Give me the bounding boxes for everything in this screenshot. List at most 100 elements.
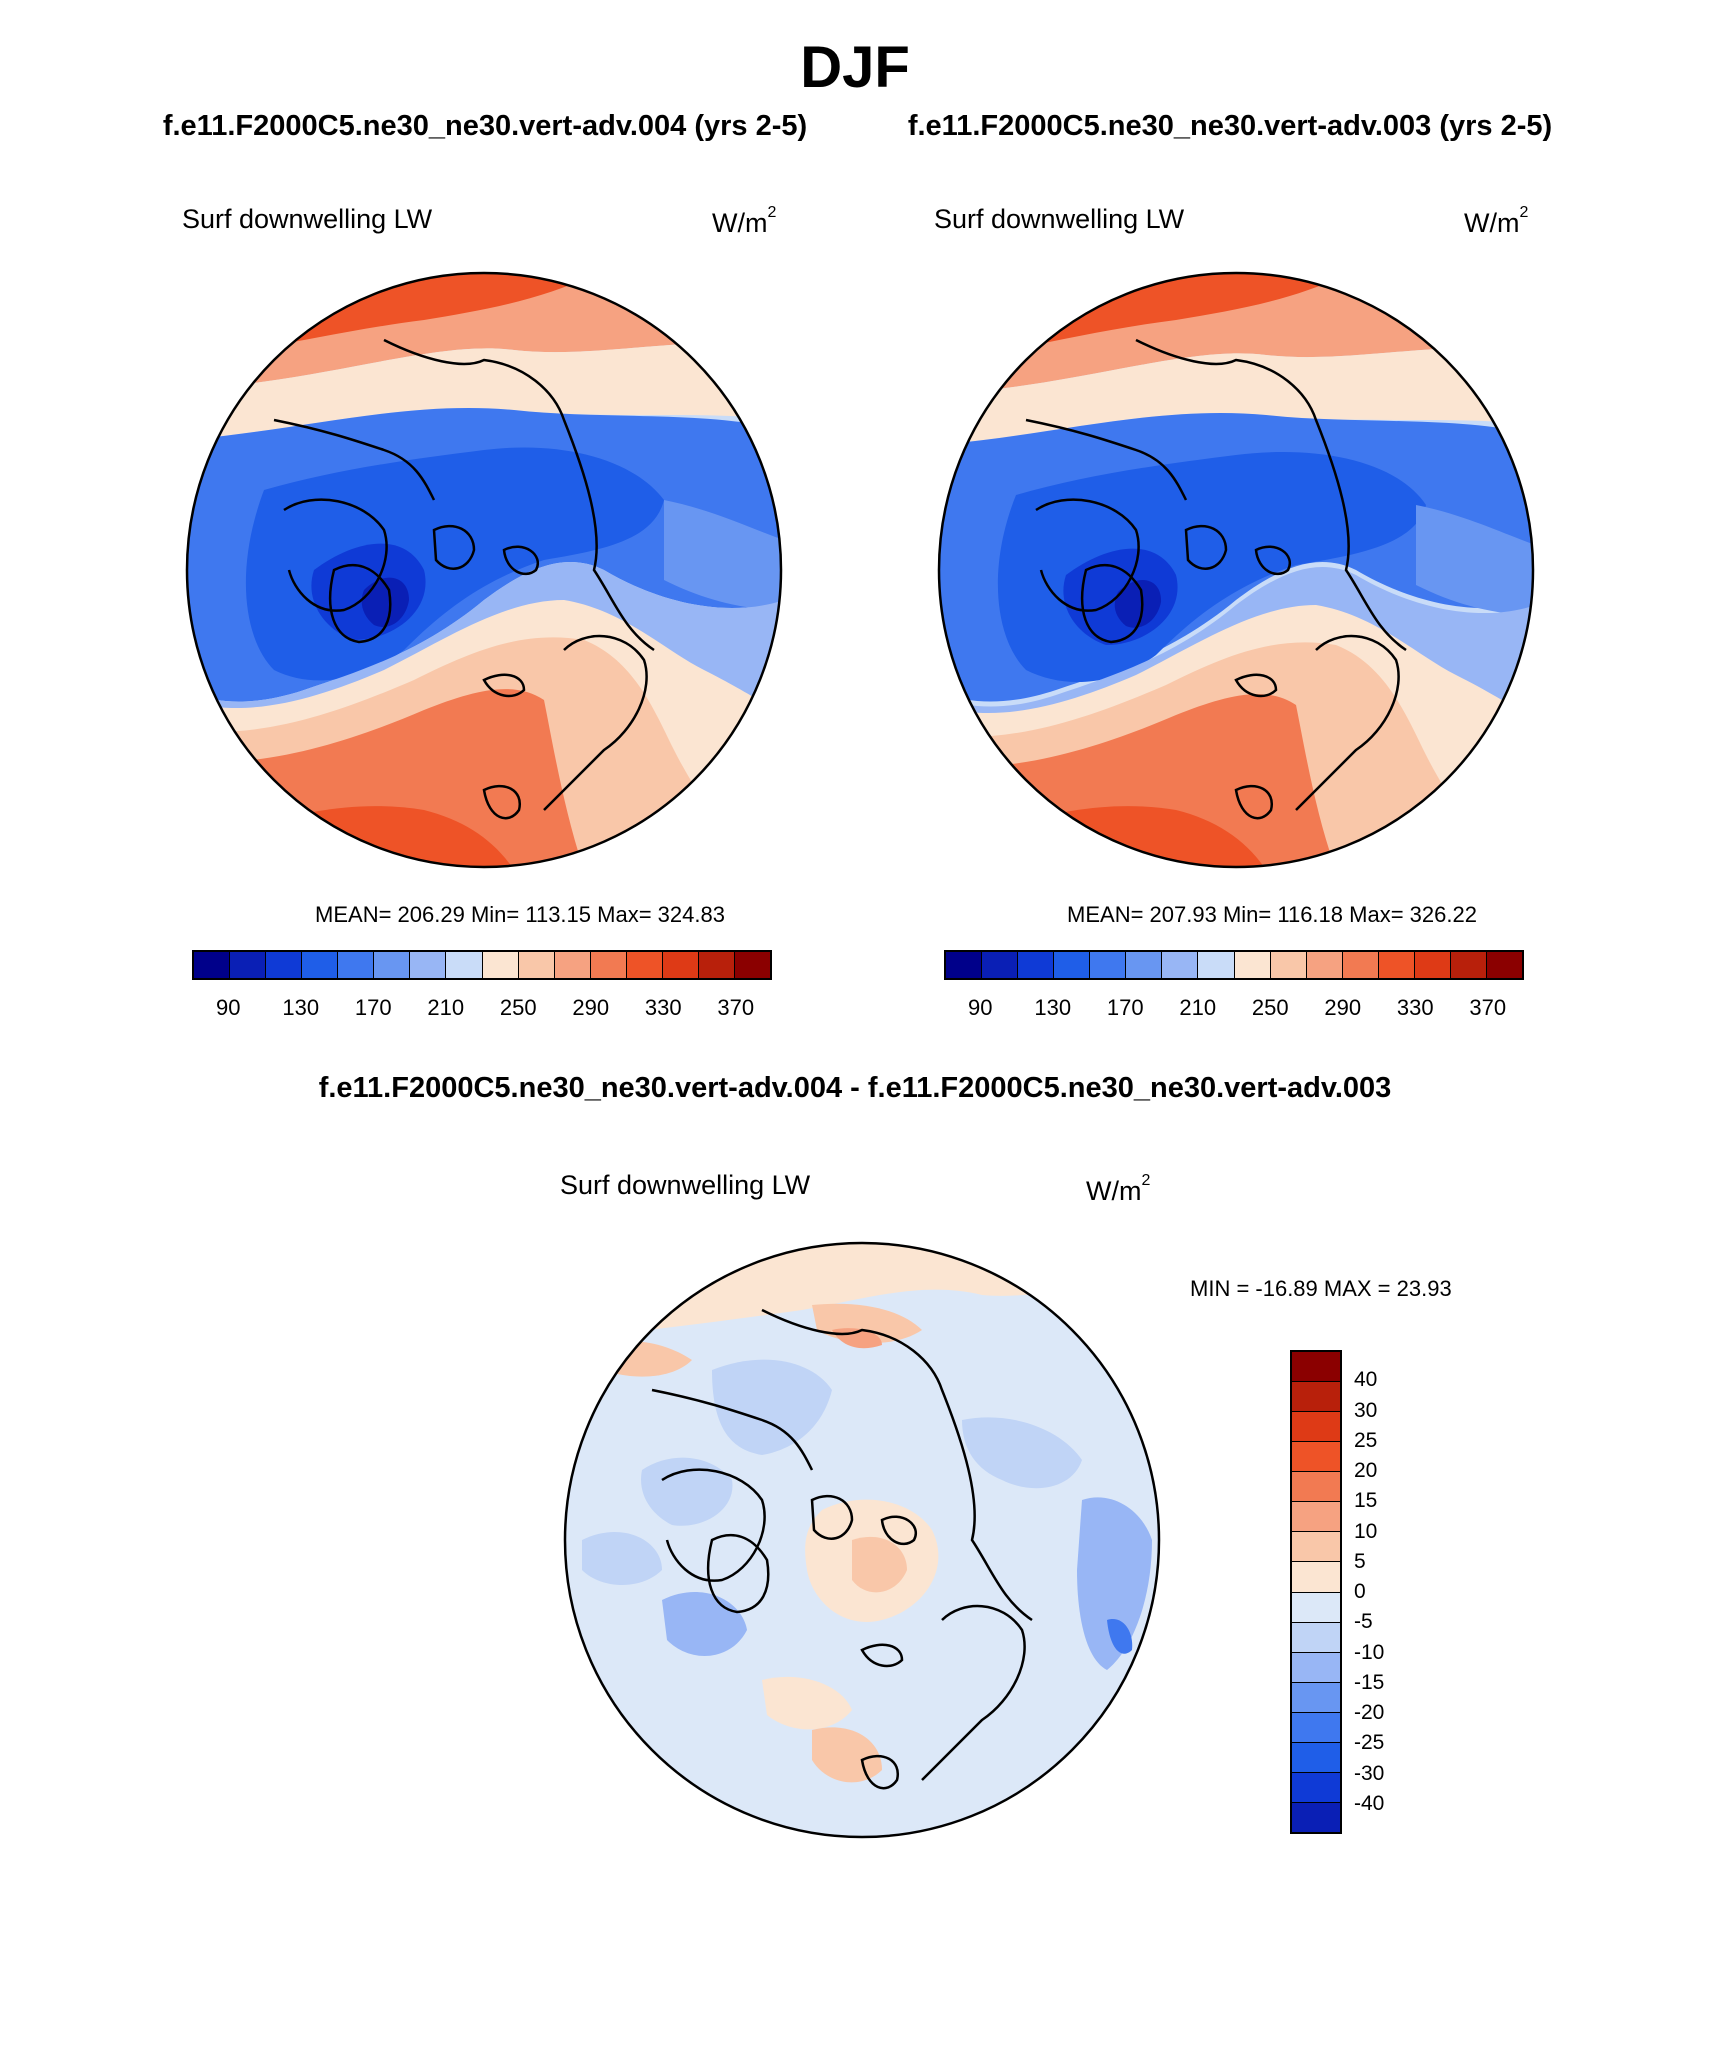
colorbar-tick-label: 40 bbox=[1354, 1368, 1378, 1392]
colorbar-tick-label: 290 bbox=[572, 995, 610, 1020]
colorbar-swatch bbox=[338, 952, 375, 978]
colorbar-swatch bbox=[302, 952, 339, 978]
colorbar-tick-label: 370 bbox=[1469, 995, 1507, 1020]
colorbar-swatch bbox=[1292, 1682, 1340, 1713]
case-title-right: f.e11.F2000C5.ne30_ne30.vert-adv.003 (yr… bbox=[907, 110, 1553, 142]
colorbar-swatch bbox=[1292, 1772, 1340, 1803]
colorbar-swatch bbox=[1126, 952, 1163, 978]
colorbar-swatch bbox=[1292, 1502, 1340, 1533]
colorbar-swatch bbox=[374, 952, 411, 978]
colorbar-tick-label: 210 bbox=[427, 995, 465, 1020]
colorbar bbox=[192, 950, 772, 980]
colorbar-swatch bbox=[1292, 1562, 1340, 1593]
colorbar-tick-label: -10 bbox=[1354, 1640, 1385, 1664]
colorbar-tick-label: 90 bbox=[216, 995, 241, 1020]
colorbar-swatch bbox=[1090, 952, 1127, 978]
units-label: W/m2 bbox=[712, 204, 777, 238]
colorbar-tick-label: 250 bbox=[499, 995, 537, 1020]
difference-colorbar-ticks: 40 30 25 20 15 10 5 0 -5 -10 -15 -20 -25 -30 -40 bbox=[1354, 1350, 1434, 1834]
colorbar-swatch bbox=[982, 952, 1019, 978]
colorbar-tick-label: 5 bbox=[1354, 1549, 1366, 1573]
colorbar-swatch bbox=[1292, 1622, 1340, 1653]
colorbar-tick-label: 130 bbox=[1034, 995, 1072, 1020]
colorbar-swatch bbox=[1306, 952, 1343, 978]
colorbar-swatch bbox=[1292, 1742, 1340, 1773]
colorbar-swatch bbox=[1270, 952, 1307, 978]
colorbar-swatch bbox=[1162, 952, 1199, 978]
stats-label: MEAN= 206.29 Min= 113.15 Max= 324.83 bbox=[315, 902, 725, 927]
colorbar-swatch bbox=[662, 952, 699, 978]
colorbar-tick-label: 170 bbox=[354, 995, 392, 1020]
colorbar-swatch bbox=[1292, 1352, 1340, 1383]
colorbar-swatch bbox=[946, 952, 983, 978]
colorbar-swatch bbox=[1292, 1412, 1340, 1443]
colorbar-tick-label: 330 bbox=[1396, 995, 1434, 1020]
colorbar-tick-label: 330 bbox=[644, 995, 682, 1020]
colorbar-swatch bbox=[1292, 1532, 1340, 1563]
colorbar-swatch bbox=[1292, 1382, 1340, 1413]
stats-label: MEAN= 207.93 Min= 116.18 Max= 326.22 bbox=[1067, 902, 1477, 927]
colorbar-tick-label: -40 bbox=[1354, 1791, 1385, 1815]
colorbar-swatch bbox=[410, 952, 447, 978]
colorbar-swatch bbox=[1292, 1442, 1340, 1473]
colorbar-swatch bbox=[1234, 952, 1271, 978]
figure-title: DJF bbox=[800, 35, 910, 100]
colorbar-tick-label: 25 bbox=[1354, 1428, 1378, 1452]
colorbar-tick-label: 90 bbox=[968, 995, 993, 1020]
colorbar-swatch bbox=[1450, 952, 1487, 978]
colorbar-swatch bbox=[230, 952, 267, 978]
colorbar-swatch bbox=[1292, 1802, 1340, 1832]
panel-case-003: Surf downwelling LW W/m2 bbox=[892, 190, 1652, 1050]
difference-title: f.e11.F2000C5.ne30_ne30.vert-adv.004 - f… bbox=[318, 1072, 1392, 1104]
variable-label: Surf downwelling LW bbox=[934, 204, 1185, 234]
colorbar-tick-label: 170 bbox=[1106, 995, 1144, 1020]
units-label: W/m2 bbox=[1086, 1172, 1151, 1206]
colorbar-tick-label: 290 bbox=[1324, 995, 1362, 1020]
colorbar bbox=[944, 950, 1524, 980]
panel-difference: Surf downwelling LW W/m2 bbox=[520, 1160, 1520, 2020]
colorbar-swatch bbox=[1292, 1712, 1340, 1743]
colorbar-swatch bbox=[734, 952, 770, 978]
variable-label: Surf downwelling LW bbox=[182, 204, 433, 234]
colorbar-swatch bbox=[698, 952, 735, 978]
colorbar-swatch bbox=[1378, 952, 1415, 978]
colorbar-swatch bbox=[554, 952, 591, 978]
colorbar-tick-label: 130 bbox=[282, 995, 320, 1020]
colorbar-tick-label: 0 bbox=[1354, 1580, 1366, 1603]
polar-map-case-004 bbox=[185, 271, 783, 869]
colorbar-swatch bbox=[482, 952, 519, 978]
colorbar-swatch bbox=[1292, 1592, 1340, 1623]
colorbar-tick-label: 20 bbox=[1354, 1459, 1378, 1482]
polar-map-case-003 bbox=[937, 271, 1535, 869]
colorbar-swatch bbox=[1414, 952, 1451, 978]
colorbar-tick-label: 10 bbox=[1354, 1519, 1378, 1543]
difference-colorbar bbox=[1290, 1350, 1342, 1834]
variable-label: Surf downwelling LW bbox=[560, 1170, 811, 1200]
colorbar-tick-label: -15 bbox=[1354, 1670, 1385, 1694]
colorbar-tick-label: 15 bbox=[1354, 1489, 1378, 1513]
colorbar-swatch bbox=[1018, 952, 1055, 978]
colorbar-swatch bbox=[266, 952, 303, 978]
colorbar-tick-label: 210 bbox=[1179, 995, 1217, 1020]
units-label: W/m2 bbox=[1464, 204, 1529, 238]
colorbar-tick-label: -30 bbox=[1354, 1761, 1385, 1785]
colorbar-swatch bbox=[1342, 952, 1379, 978]
colorbar-swatch bbox=[1486, 952, 1522, 978]
minmax-label: MIN = -16.89 MAX = 23.93 bbox=[1190, 1276, 1452, 1301]
colorbar-tick-label: 250 bbox=[1251, 995, 1289, 1020]
colorbar-tick-label: -25 bbox=[1354, 1731, 1385, 1755]
panel-case-004: Surf downwelling LW W/m2 bbox=[140, 190, 900, 1050]
case-title-left: f.e11.F2000C5.ne30_ne30.vert-adv.004 (yr… bbox=[162, 110, 808, 142]
colorbar-swatch bbox=[626, 952, 663, 978]
colorbar-swatch bbox=[1292, 1472, 1340, 1503]
polar-map-difference bbox=[563, 1241, 1161, 1839]
colorbar-swatch bbox=[518, 952, 555, 978]
colorbar-swatch bbox=[1198, 952, 1235, 978]
colorbar-tick-label: 30 bbox=[1354, 1398, 1378, 1422]
colorbar-tick-label: 370 bbox=[717, 995, 755, 1020]
colorbar-swatch bbox=[1292, 1652, 1340, 1683]
colorbar-tick-label: -5 bbox=[1354, 1610, 1373, 1634]
colorbar-tick-label: -20 bbox=[1354, 1701, 1385, 1724]
colorbar-swatch bbox=[1054, 952, 1091, 978]
colorbar-swatch bbox=[590, 952, 627, 978]
